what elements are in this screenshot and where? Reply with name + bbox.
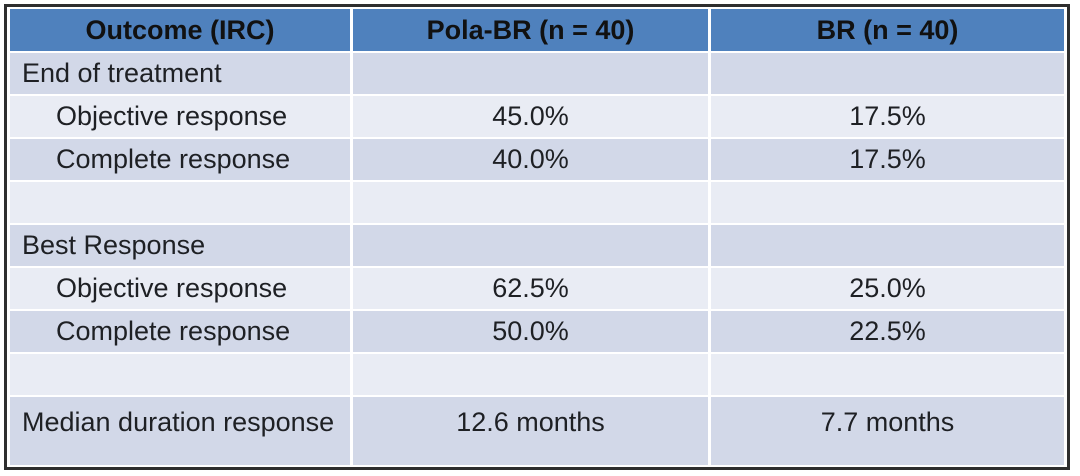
row-label-cell: [10, 354, 350, 395]
pola-br-value-cell: 45.0%: [353, 96, 708, 137]
row-label-cell: Median duration response: [10, 397, 350, 465]
row-label-cell: End of treatment: [10, 53, 350, 94]
column-header-outcome: Outcome (IRC): [10, 9, 350, 51]
br-value-cell: 7.7 months: [711, 397, 1064, 465]
table-row: Median duration response 12.6 months 7.7 m…: [10, 397, 1064, 465]
table-row: End of treatment: [10, 53, 1064, 94]
row-label-cell: Objective response: [10, 268, 350, 309]
row-label-cell: Objective response: [10, 96, 350, 137]
br-value-cell: 17.5%: [711, 96, 1064, 137]
row-label-cell: Best Response: [10, 225, 350, 266]
pola-br-value-cell: 12.6 months: [353, 397, 708, 465]
spacer-row: [10, 354, 1064, 395]
row-label-cell: Complete response: [10, 139, 350, 180]
pola-br-value-cell: 40.0%: [353, 139, 708, 180]
br-value-cell: 22.5%: [711, 311, 1064, 352]
pola-br-value-cell: 50.0%: [353, 311, 708, 352]
br-value-cell: [711, 182, 1064, 223]
br-value-cell: [711, 225, 1064, 266]
row-label-cell: Complete response: [10, 311, 350, 352]
table-body: End of treatment Objective response 45.0% 1…: [10, 53, 1064, 465]
row-label-cell: [10, 182, 350, 223]
table-row: Objective response 62.5% 25.0%: [10, 268, 1064, 309]
column-header-br: BR (n = 40): [711, 9, 1064, 51]
pola-br-value-cell: [353, 182, 708, 223]
table-row: Objective response 45.0% 17.5%: [10, 96, 1064, 137]
table-row: Best Response: [10, 225, 1064, 266]
br-value-cell: [711, 53, 1064, 94]
br-value-cell: 25.0%: [711, 268, 1064, 309]
br-value-cell: 17.5%: [711, 139, 1064, 180]
column-header-pola-br: Pola-BR (n = 40): [353, 9, 708, 51]
spacer-row: [10, 182, 1064, 223]
br-value-cell: [711, 354, 1064, 395]
pola-br-value-cell: [353, 225, 708, 266]
table-row: Complete response 50.0% 22.5%: [10, 311, 1064, 352]
pola-br-value-cell: 62.5%: [353, 268, 708, 309]
outcomes-table: Outcome (IRC) Pola-BR (n = 40) BR (n = 4…: [4, 4, 1070, 470]
table-row: Complete response 40.0% 17.5%: [10, 139, 1064, 180]
table-header-row: Outcome (IRC) Pola-BR (n = 40) BR (n = 4…: [10, 9, 1064, 51]
pola-br-value-cell: [353, 354, 708, 395]
pola-br-value-cell: [353, 53, 708, 94]
